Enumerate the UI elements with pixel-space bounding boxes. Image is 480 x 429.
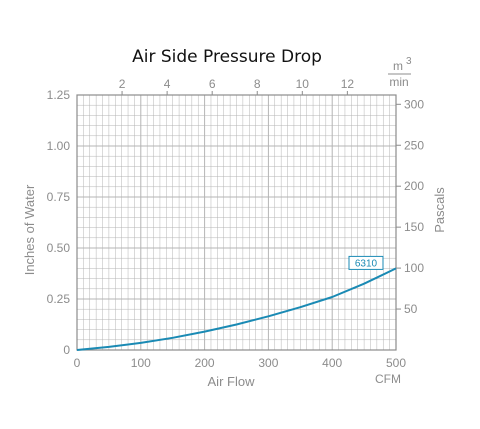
y-tick-label: 1.25 [47, 88, 71, 102]
series-layer: 6310 [76, 255, 397, 351]
x-tick-label: 200 [195, 356, 215, 370]
series-label-box [348, 255, 384, 270]
series-label: 6310 [355, 258, 378, 269]
x-axis-unit: CFM [375, 372, 401, 386]
top-axis-unit: m 3 min [388, 56, 412, 89]
top-unit-numerator: m [393, 59, 403, 73]
top-tick-label: 2 [119, 77, 126, 91]
top-tick-label: 4 [164, 77, 171, 91]
right-tick-label: 300 [404, 97, 424, 111]
y-tick-labels: 0 0.25 0.50 0.75 1.00 1.25 [47, 88, 71, 357]
right-tick-label: 250 [404, 138, 424, 152]
right-tick-labels: 50 100 150 200 250 300 [396, 97, 424, 316]
y-tick-label: 0 [63, 343, 70, 357]
right-tick-label: 100 [404, 261, 424, 275]
right-tick-label: 200 [404, 179, 424, 193]
x-axis-title: Air Flow [208, 374, 256, 389]
right-tick-label: 50 [404, 302, 418, 316]
plot-frame [76, 94, 397, 351]
y-tick-label: 0.50 [47, 241, 71, 255]
x-tick-label: 300 [258, 356, 278, 370]
y-tick-label: 1.00 [47, 139, 71, 153]
right-tick-label: 150 [404, 220, 424, 234]
chart-title: Air Side Pressure Drop [132, 47, 322, 67]
grid [77, 95, 396, 350]
top-tick-label: 10 [296, 77, 310, 91]
top-tick-label: 8 [254, 77, 261, 91]
x-tick-label: 400 [322, 356, 342, 370]
right-axis-title: Pascals [432, 187, 447, 233]
x-tick-label: 100 [131, 356, 151, 370]
top-unit-denominator: min [389, 75, 408, 89]
series-line [76, 267, 397, 351]
x-tick-labels: 0 100 200 300 400 500 [74, 356, 407, 370]
y-tick-label: 0.25 [47, 292, 71, 306]
top-tick-label: 12 [341, 77, 355, 91]
y-tick-label: 0.75 [47, 190, 71, 204]
top-tick-label: 6 [209, 77, 216, 91]
x-tick-label: 0 [74, 356, 81, 370]
top-tick-labels: 2 4 6 8 10 12 [119, 77, 355, 95]
top-unit-exponent: 3 [406, 56, 412, 67]
x-tick-label: 500 [386, 356, 406, 370]
y-axis-title: Inches of Water [22, 184, 37, 275]
